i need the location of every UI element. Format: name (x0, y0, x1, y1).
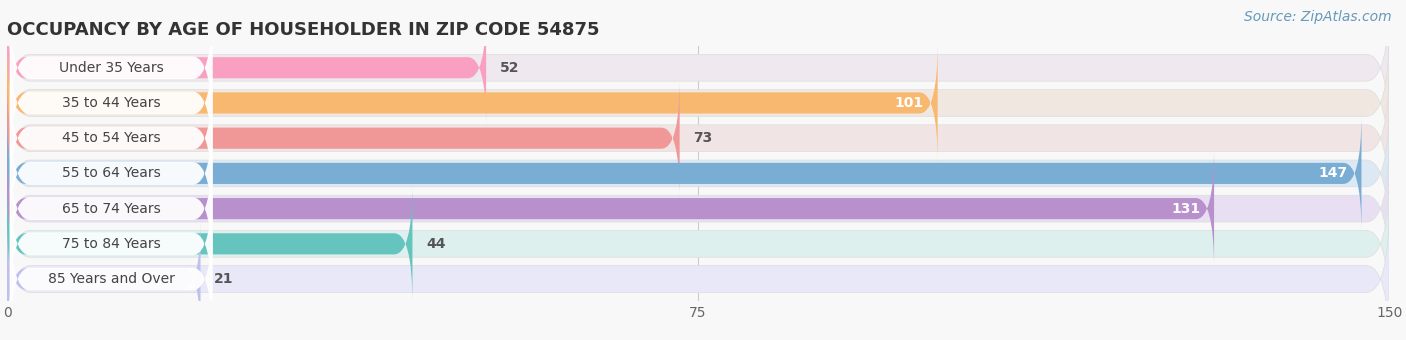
FancyBboxPatch shape (10, 2, 212, 134)
Text: Under 35 Years: Under 35 Years (59, 61, 163, 75)
FancyBboxPatch shape (7, 169, 1389, 319)
FancyBboxPatch shape (10, 213, 212, 340)
FancyBboxPatch shape (10, 72, 212, 204)
Text: 52: 52 (501, 61, 519, 75)
FancyBboxPatch shape (7, 64, 1389, 213)
Text: 147: 147 (1319, 166, 1348, 181)
Text: 55 to 64 Years: 55 to 64 Years (62, 166, 160, 181)
Text: 45 to 54 Years: 45 to 54 Years (62, 131, 160, 145)
FancyBboxPatch shape (7, 204, 1389, 340)
Text: 21: 21 (214, 272, 233, 286)
FancyBboxPatch shape (7, 184, 412, 304)
Text: 75 to 84 Years: 75 to 84 Years (62, 237, 160, 251)
Text: 65 to 74 Years: 65 to 74 Years (62, 202, 160, 216)
FancyBboxPatch shape (7, 114, 1361, 233)
Text: 73: 73 (693, 131, 713, 145)
FancyBboxPatch shape (7, 78, 679, 198)
FancyBboxPatch shape (10, 178, 212, 310)
FancyBboxPatch shape (7, 219, 201, 339)
Text: 35 to 44 Years: 35 to 44 Years (62, 96, 160, 110)
FancyBboxPatch shape (10, 107, 212, 239)
FancyBboxPatch shape (7, 134, 1389, 283)
FancyBboxPatch shape (7, 99, 1389, 248)
FancyBboxPatch shape (10, 142, 212, 275)
FancyBboxPatch shape (7, 149, 1213, 269)
Text: 131: 131 (1171, 202, 1201, 216)
Text: 85 Years and Over: 85 Years and Over (48, 272, 174, 286)
FancyBboxPatch shape (7, 8, 486, 128)
Text: Source: ZipAtlas.com: Source: ZipAtlas.com (1244, 10, 1392, 24)
Text: 44: 44 (426, 237, 446, 251)
FancyBboxPatch shape (7, 0, 1389, 142)
FancyBboxPatch shape (10, 37, 212, 169)
Text: OCCUPANCY BY AGE OF HOUSEHOLDER IN ZIP CODE 54875: OCCUPANCY BY AGE OF HOUSEHOLDER IN ZIP C… (7, 21, 599, 39)
FancyBboxPatch shape (7, 43, 938, 163)
FancyBboxPatch shape (7, 28, 1389, 177)
Text: 101: 101 (894, 96, 924, 110)
